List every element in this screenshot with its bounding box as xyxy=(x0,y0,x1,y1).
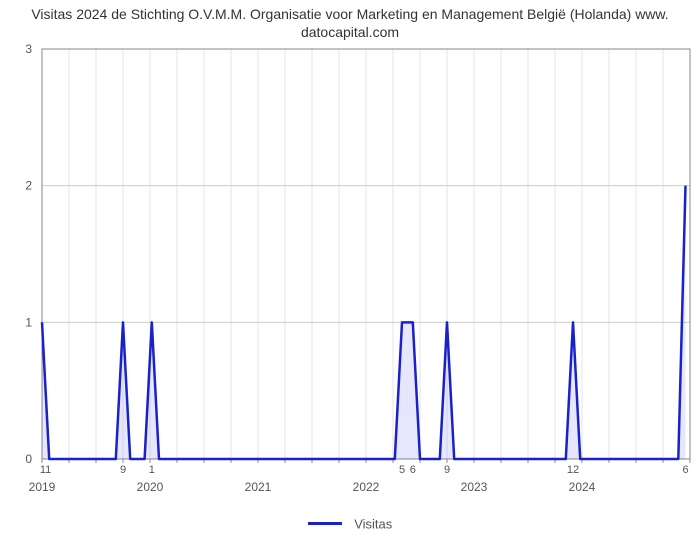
svg-text:6: 6 xyxy=(682,464,688,476)
svg-text:6: 6 xyxy=(410,464,416,476)
chart-title-line2: datocapital.com xyxy=(20,24,680,42)
svg-text:5: 5 xyxy=(399,464,405,476)
svg-text:11: 11 xyxy=(40,464,51,476)
svg-text:2021: 2021 xyxy=(245,480,272,494)
svg-text:2019: 2019 xyxy=(29,480,56,494)
legend-label: Visitas xyxy=(354,516,392,531)
chart-title: Visitas 2024 de Stichting O.V.M.M. Organ… xyxy=(0,0,700,43)
svg-text:1: 1 xyxy=(25,315,32,329)
svg-text:2022: 2022 xyxy=(353,480,380,494)
chart-legend: Visitas xyxy=(0,515,700,533)
svg-text:2024: 2024 xyxy=(569,480,596,494)
chart-title-line1: Visitas 2024 de Stichting O.V.M.M. Organ… xyxy=(20,6,680,24)
svg-text:9: 9 xyxy=(444,464,450,476)
svg-text:2: 2 xyxy=(25,179,32,193)
svg-text:2023: 2023 xyxy=(461,480,488,494)
svg-text:9: 9 xyxy=(120,464,126,476)
legend-swatch xyxy=(308,522,342,525)
chart-container: { "chart": { "type": "line-area", "title… xyxy=(0,0,700,500)
svg-text:3: 3 xyxy=(25,43,32,56)
chart-plot: 01231191569126201920202021202220232024 xyxy=(0,43,700,515)
svg-text:2020: 2020 xyxy=(137,480,164,494)
svg-text:12: 12 xyxy=(567,464,579,476)
svg-text:0: 0 xyxy=(25,452,32,466)
svg-text:1: 1 xyxy=(149,464,155,476)
